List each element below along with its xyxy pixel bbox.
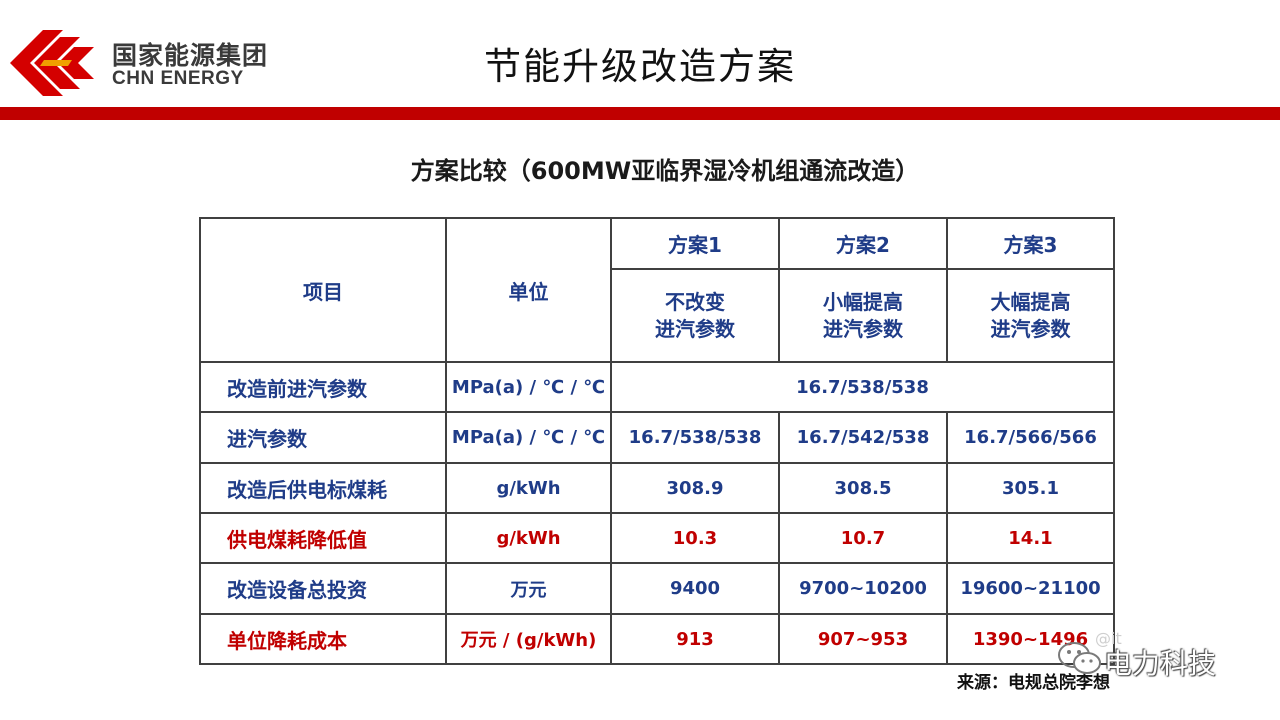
row-label: 改造后供电标煤耗 [199, 462, 447, 514]
table-row: 供电煤耗降低值 g/kWh 10.3 10.7 14.1 [199, 512, 1115, 564]
wechat-icon [1058, 642, 1101, 674]
logo-chinese-text: 国家能源集团 [112, 41, 269, 70]
header-unit: 单位 [445, 217, 612, 363]
header-plan-2: 方案2 [778, 217, 948, 270]
page-title: 节能升级改造方案 [484, 45, 796, 88]
plan-3-desc-line2: 进汽参数 [990, 316, 1071, 341]
row-value-plan-1: 9400 [610, 562, 780, 615]
row-value-plan-2: 10.7 [778, 512, 948, 564]
header-row-descriptions: 不改变 进汽参数 小幅提高 进汽参数 大幅提高 进汽参数 [200, 268, 1115, 363]
row-unit: 万元 [445, 562, 612, 615]
watermark-handle: @it [1095, 629, 1122, 648]
row-label: 单位降耗成本 [199, 613, 447, 665]
row-label: 改造设备总投资 [199, 562, 447, 615]
plan-3-desc-line1: 大幅提高 [990, 289, 1071, 314]
logo-english-text: CHN ENERGY [112, 68, 244, 89]
row-value-plan-3: 305.1 [946, 462, 1115, 514]
header-plan-3-desc: 大幅提高 进汽参数 [946, 268, 1115, 363]
row-value-plan-3: 16.7/566/566 [946, 411, 1115, 464]
row-label: 改造前进汽参数 [199, 361, 447, 413]
plan-1-desc-line2: 进汽参数 [655, 316, 735, 341]
source-caption: 来源：电规总院李想 [957, 673, 1110, 693]
row-label: 供电煤耗降低值 [199, 512, 447, 564]
row-value-plan-3: 19600~21100 [946, 562, 1115, 615]
row-label: 进汽参数 [199, 411, 447, 464]
header-plan-3: 方案3 [946, 217, 1115, 270]
row-merged-value: 16.7/538/538 [610, 361, 1115, 413]
row-unit: g/kWh [445, 512, 612, 564]
header-plan-1: 方案1 [610, 217, 780, 270]
row-unit: 万元 / (g/kWh) [445, 613, 612, 665]
header-divider [0, 107, 1280, 120]
header-item: 项目 [199, 217, 447, 363]
row-value-plan-3: 14.1 [946, 512, 1115, 564]
row-value-plan-2: 308.5 [778, 462, 948, 514]
table-title: 方案比较（600MW亚临界湿冷机组通流改造） [410, 157, 920, 185]
plan-2-desc-line2: 进汽参数 [823, 316, 903, 341]
row-unit: g/kWh [445, 462, 612, 514]
row-value-plan-1: 16.7/538/538 [610, 411, 780, 464]
row-unit: MPa(a) / ℃ / ℃ [445, 361, 612, 413]
row-unit: MPa(a) / ℃ / ℃ [445, 411, 612, 464]
header-plan-2-desc: 小幅提高 进汽参数 [778, 268, 948, 363]
table-row: 进汽参数 MPa(a) / ℃ / ℃ 16.7/538/538 16.7/54… [199, 411, 1115, 464]
chn-energy-logo: 国家能源集团 CHN ENERGY [10, 30, 280, 96]
chn-energy-logo-icon [10, 30, 94, 96]
row-value-plan-1: 10.3 [610, 512, 780, 564]
watermark-text: 电力科技 [1104, 647, 1217, 680]
plan-2-desc-line1: 小幅提高 [823, 289, 903, 314]
row-value-plan-1: 913 [610, 613, 780, 665]
row-value-plan-2: 9700~10200 [778, 562, 948, 615]
row-value-plan-2: 907~953 [778, 613, 948, 665]
header-row-plans: 项目 单位 方案1 方案2 方案3 [199, 217, 1115, 363]
row-value-plan-1: 308.9 [610, 462, 780, 514]
row-value-plan-2: 16.7/542/538 [778, 411, 948, 464]
header-plan-1-desc: 不改变 进汽参数 [610, 268, 780, 363]
comparison-table: 项目 单位 方案1 方案2 方案3 不改变 进汽参数 小幅提高 进汽参数 大幅提… [199, 217, 1115, 665]
table-row: 单位降耗成本 万元 / (g/kWh) 913 907~953 1390~149… [199, 613, 1115, 665]
table-row: 改造设备总投资 万元 9400 9700~10200 19600~21100 [199, 562, 1115, 615]
table-row: 改造后供电标煤耗 g/kWh 308.9 308.5 305.1 [199, 462, 1115, 514]
table-row: 改造前进汽参数 MPa(a) / ℃ / ℃ 16.7/538/538 [199, 361, 1115, 413]
plan-1-desc-line1: 不改变 [665, 289, 725, 314]
